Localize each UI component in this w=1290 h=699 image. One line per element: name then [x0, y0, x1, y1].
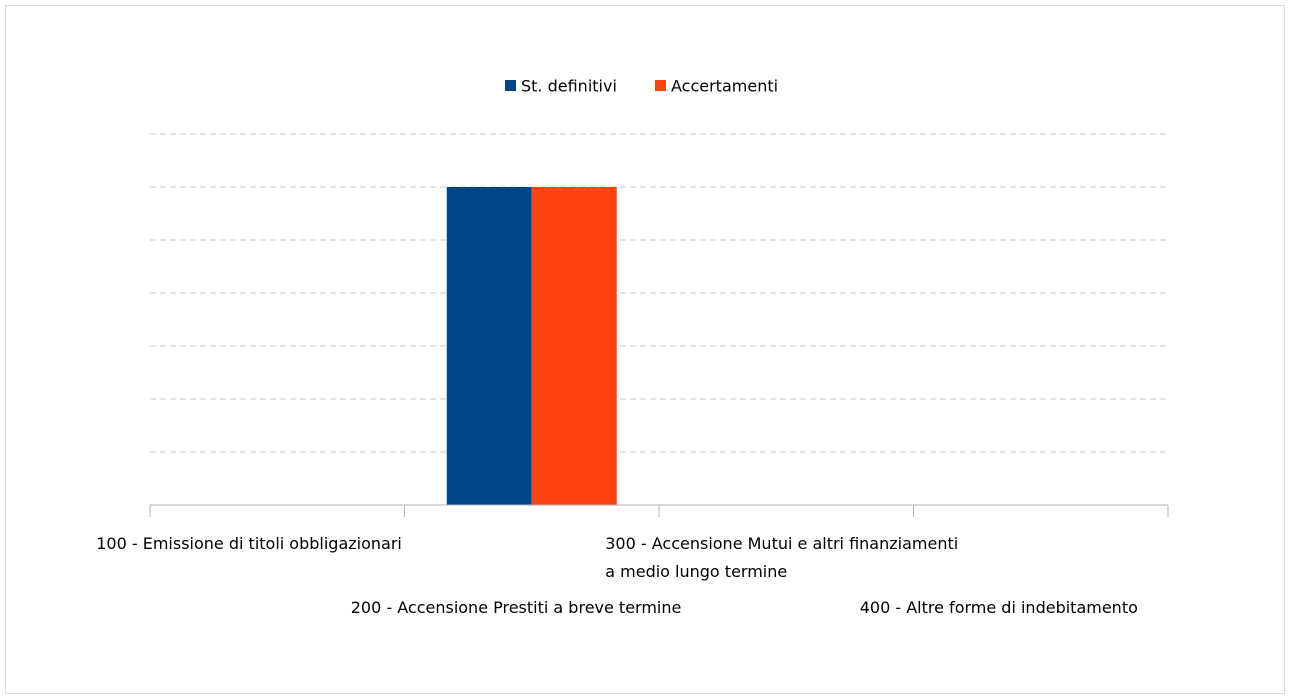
bar [446, 187, 532, 505]
x-tick-label: 100 - Emissione di titoli obbligazionari [96, 534, 402, 553]
legend-swatch [505, 80, 516, 91]
x-tick-label: 300 - Accensione Mutui e altri finanziam… [605, 534, 959, 581]
x-tick-label: 400 - Altre forme di indebitamento [859, 598, 1138, 617]
legend-swatch [655, 80, 666, 91]
bar [531, 187, 617, 505]
frame [5, 5, 1285, 694]
x-tick-label: 200 - Accensione Prestiti a breve termin… [350, 598, 682, 617]
legend-label: St. definitivi [521, 77, 617, 96]
legend-label: Accertamenti [671, 77, 778, 96]
